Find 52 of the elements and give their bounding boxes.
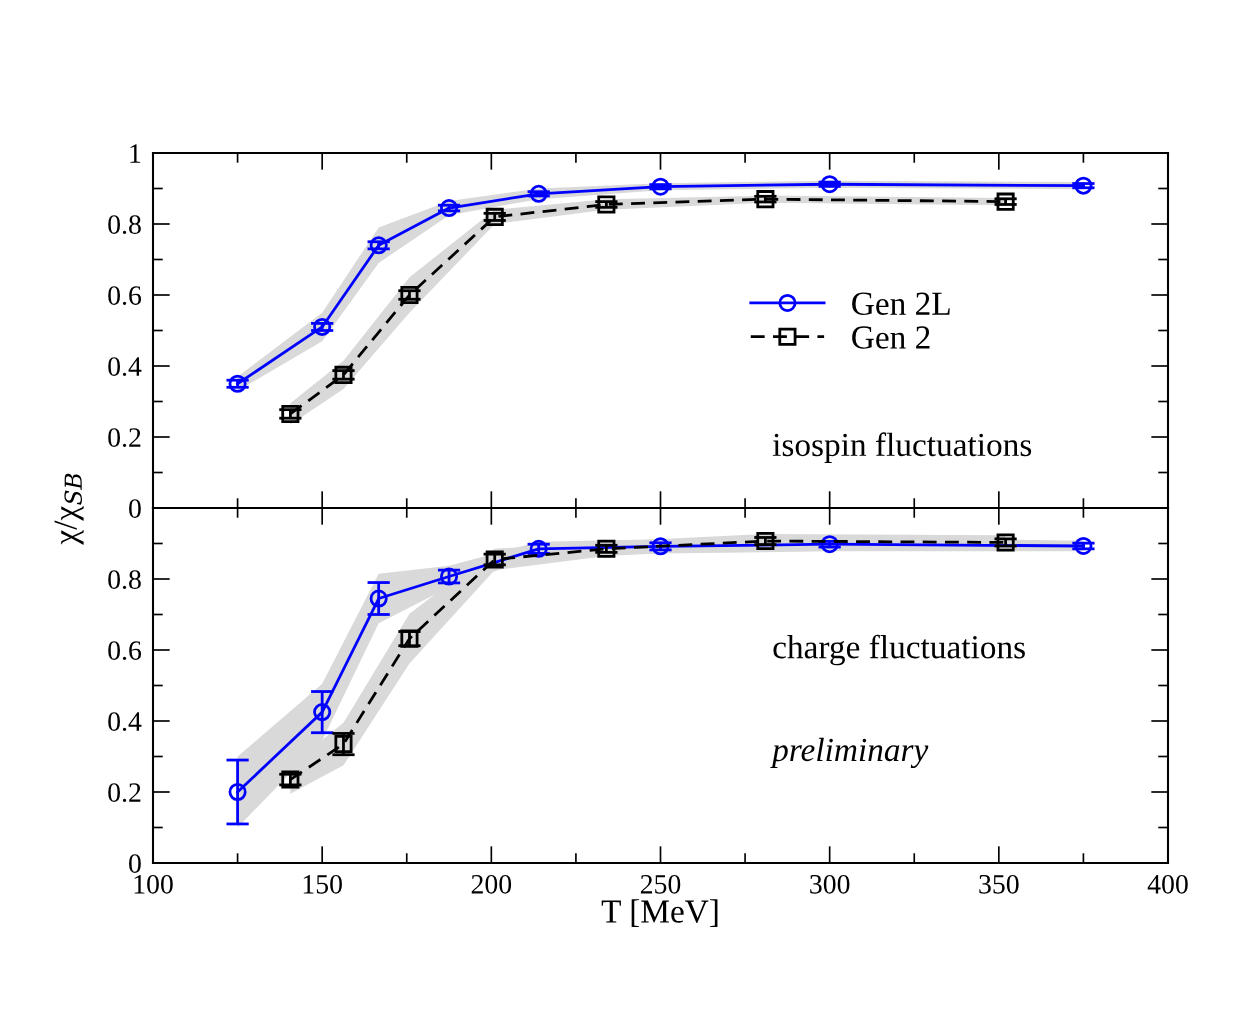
point [400, 285, 419, 305]
y-tick-label: 0.6 [108, 286, 142, 306]
y-axis-title: χ/χ$_{SB}$ [54, 473, 84, 545]
x-tick-label: 100 [134, 874, 173, 894]
x-tick-label: 250 [640, 874, 681, 894]
annotation: isospin fluctuations [772, 432, 1032, 463]
point [313, 317, 332, 336]
point [1074, 536, 1093, 556]
annotation: charge fluctuations [773, 634, 1025, 666]
y-tick-label: 0.4 [108, 712, 142, 732]
x-tick-label: 200 [471, 874, 512, 894]
point [369, 236, 388, 255]
x-tick-label: 400 [1147, 874, 1188, 894]
x-tick-label: 150 [303, 874, 342, 894]
y-tick-label: 0.2 [108, 783, 141, 803]
y-tick-label: 0 [129, 854, 141, 873]
x-tick-label: 350 [979, 874, 1019, 894]
x-axis-title: T [MeV] [601, 899, 718, 927]
legend-label: Gen 2L [852, 292, 950, 315]
point [228, 782, 247, 802]
point [996, 192, 1015, 211]
point [529, 184, 548, 203]
point [440, 199, 459, 218]
point [651, 177, 670, 196]
point [281, 770, 300, 789]
y-tick-label: 1 [130, 144, 141, 163]
y-tick-label: 0.6 [108, 641, 142, 661]
y-tick-label: 0 [129, 499, 141, 518]
point [529, 539, 548, 558]
point [485, 207, 504, 226]
point [597, 195, 616, 214]
point [597, 539, 616, 558]
point [756, 190, 775, 209]
point [228, 374, 247, 393]
point [369, 589, 388, 608]
point [651, 537, 670, 556]
y-tick-label: 0.4 [108, 357, 142, 377]
point [756, 531, 775, 551]
point [334, 365, 353, 384]
legend-label: Gen 2 [852, 326, 930, 349]
point [1074, 176, 1093, 195]
point [440, 567, 459, 586]
point [820, 175, 839, 194]
y-tick-label: 0.2 [108, 428, 141, 448]
x-tick-label: 300 [810, 874, 850, 894]
y-tick-label: 0.8 [108, 570, 141, 590]
point [996, 533, 1015, 552]
y-tick-label: 0.8 [108, 215, 141, 235]
point [313, 703, 332, 722]
point [281, 404, 300, 423]
point [485, 550, 504, 569]
annotation: preliminary [770, 737, 929, 769]
